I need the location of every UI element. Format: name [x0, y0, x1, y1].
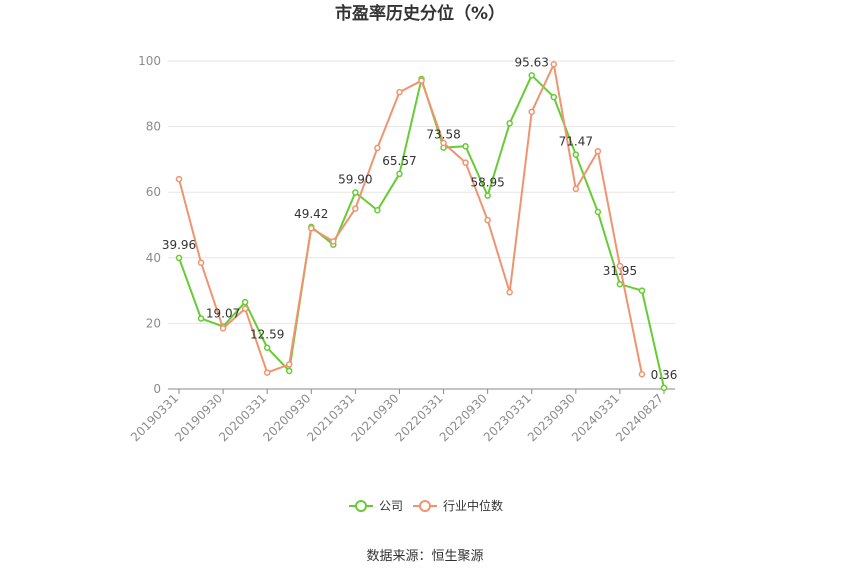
data-point	[374, 144, 381, 152]
data-label: 39.96	[162, 238, 196, 252]
series-company	[175, 72, 668, 392]
legend-swatch-marker	[419, 500, 431, 512]
data-point	[638, 370, 646, 378]
data-labels: 39.96 19.07 12.59 49.42 59.90 65.57 73.58 58.95…	[162, 55, 678, 381]
data-label: 73.58	[426, 128, 460, 142]
data-point	[572, 185, 580, 193]
data-point	[572, 151, 580, 158]
data-point	[638, 287, 646, 294]
series-industry-median	[175, 61, 646, 378]
grid-lines	[168, 60, 675, 324]
y-tick-label: 40	[146, 251, 161, 265]
data-label: 0.36	[651, 368, 678, 382]
source-note: 数据来源：恒生聚源	[366, 549, 483, 564]
data-label: 65.57	[382, 154, 416, 168]
data-point	[241, 305, 249, 312]
legend-label: 行业中位数	[443, 498, 503, 513]
data-label: 95.63	[515, 55, 549, 69]
legend-item-company[interactable]: 公司	[349, 499, 403, 513]
data-point	[484, 192, 491, 199]
chart-title: 市盈率历史分位（%）	[335, 3, 505, 24]
series-line	[178, 63, 643, 375]
series-layer	[175, 61, 668, 392]
data-point	[440, 139, 447, 147]
y-tick-label: 20	[146, 316, 161, 330]
data-label: 58.95	[470, 176, 504, 190]
data-point	[219, 325, 227, 332]
data-point	[616, 262, 624, 270]
data-point	[506, 288, 513, 296]
data-label: 19.07	[206, 306, 240, 320]
data-point	[175, 254, 183, 262]
x-tick-label: 20240827	[613, 391, 666, 444]
data-label: 59.90	[338, 173, 372, 187]
data-point	[462, 159, 469, 166]
legend-swatch-marker	[355, 500, 367, 512]
data-point	[506, 120, 513, 127]
data-point	[396, 88, 403, 96]
data-label: 71.47	[559, 135, 593, 149]
data-point	[528, 108, 535, 116]
data-point	[352, 205, 359, 212]
data-point	[308, 225, 315, 232]
data-point	[550, 61, 558, 68]
data-point	[418, 77, 425, 84]
data-point	[550, 93, 558, 101]
data-point	[660, 384, 668, 392]
data-point	[594, 208, 602, 216]
data-point	[396, 170, 403, 178]
data-point	[263, 344, 271, 351]
data-point	[285, 367, 293, 375]
data-label: 12.59	[250, 328, 284, 342]
data-point	[462, 143, 469, 150]
data-point	[616, 280, 624, 288]
legend-label: 公司	[379, 499, 403, 513]
legend[interactable]: 公司 行业中位数	[349, 498, 503, 513]
data-point	[197, 259, 205, 266]
data-point	[175, 175, 183, 183]
data-point	[263, 369, 271, 376]
y-tick-label: 100	[138, 54, 161, 68]
data-point	[352, 189, 359, 196]
data-label: 31.95	[603, 264, 637, 278]
data-point	[330, 238, 337, 245]
y-tick-label: 60	[146, 185, 161, 199]
data-point	[528, 72, 535, 79]
x-axis: 2019033120190930202003312020093020210331…	[128, 388, 675, 444]
data-point	[197, 315, 205, 322]
data-label: 49.42	[294, 207, 328, 221]
data-point	[285, 361, 293, 368]
y-tick-label: 80	[146, 120, 161, 134]
y-axis-ticks: 0 20 40 60 80 100	[138, 54, 161, 396]
data-point	[374, 206, 381, 214]
y-tick-label: 0	[153, 382, 161, 396]
data-point	[594, 147, 602, 155]
data-point	[241, 298, 249, 306]
legend-item-industry-median[interactable]: 行业中位数	[413, 498, 503, 513]
data-point	[484, 216, 491, 224]
